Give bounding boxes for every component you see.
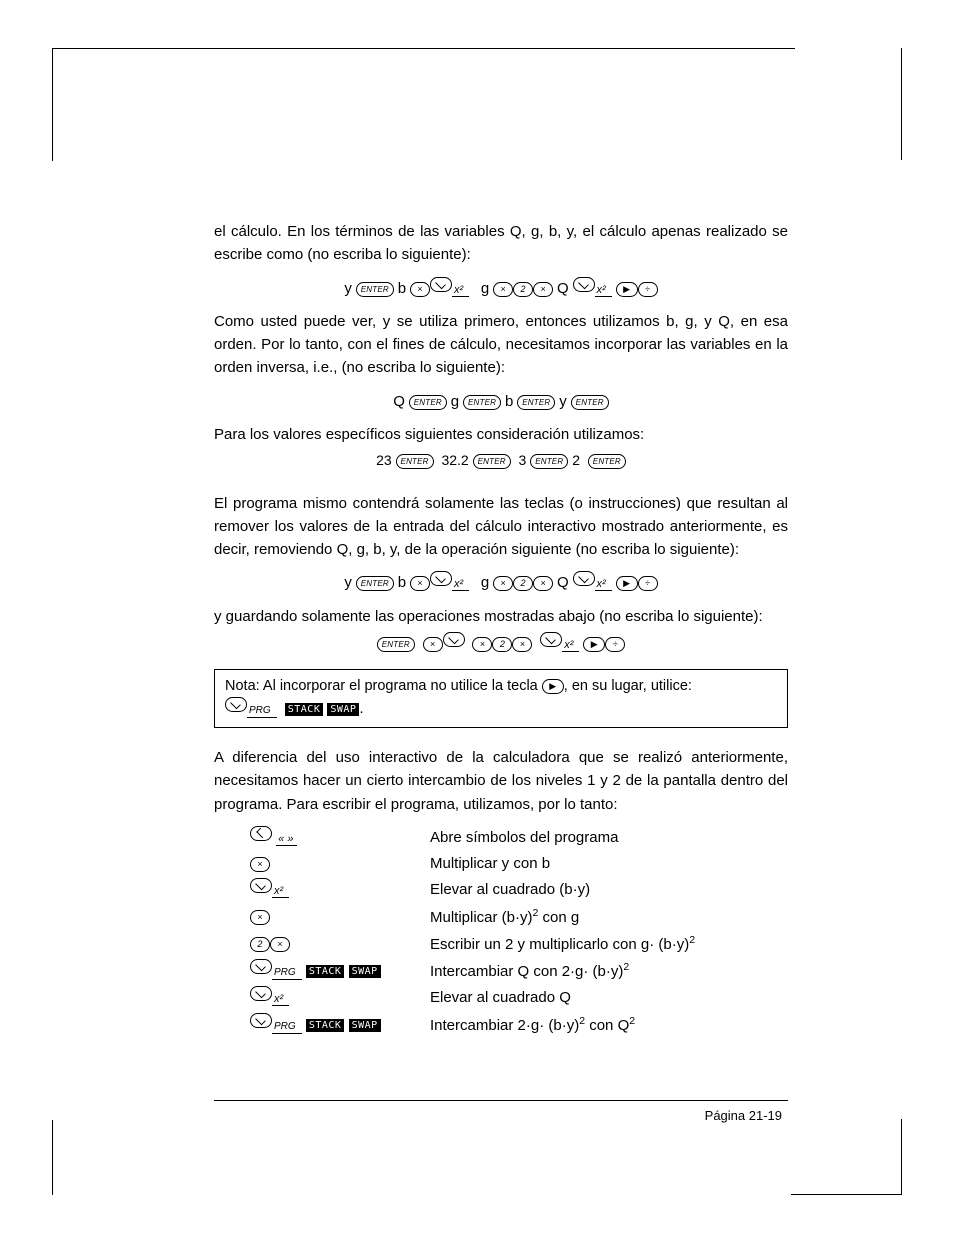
paragraph-5: y guardando solamente las operaciones mo… xyxy=(214,605,788,628)
sequence-3: 23 ENTER 32.2 ENTER 3 ENTER 2 ENTER xyxy=(214,450,788,472)
enter-key-icon: ENTER xyxy=(409,395,447,410)
sequence-5: ENTER × ×2× x² ▶÷ xyxy=(214,632,788,655)
two-key-icon: 2 xyxy=(492,637,512,652)
corner-top-left xyxy=(52,48,795,161)
times-key-icon: × xyxy=(270,937,290,952)
swap-softkey-icon: SWAP xyxy=(349,1019,381,1032)
divide-key-icon: ÷ xyxy=(638,576,658,591)
enter-key-icon: ENTER xyxy=(396,454,434,469)
left-shift-icon xyxy=(430,571,452,586)
swap-key-icon: ▶ xyxy=(616,282,638,297)
left-shift-icon xyxy=(250,878,272,893)
enter-key-icon: ENTER xyxy=(517,395,555,410)
enter-key-icon: ENTER xyxy=(571,395,609,410)
step-row: PRG STACK SWAP xyxy=(250,1013,430,1037)
left-shift-icon xyxy=(250,986,272,1001)
paragraph-1: el cálculo. En los términos de las varia… xyxy=(214,220,788,267)
times-key-icon: × xyxy=(250,857,270,872)
paragraph-3: Para los valores específicos siguientes … xyxy=(214,423,788,446)
step-row: x² xyxy=(250,986,430,1009)
step-row: x² xyxy=(250,878,430,901)
open-program-icon: « » xyxy=(276,833,297,846)
sequence-1: y ENTER b ×x² g ×2× Q x² ▶÷ xyxy=(214,277,788,300)
step-row: × xyxy=(250,852,430,875)
x-squared-icon: x² xyxy=(272,885,289,898)
x-squared-icon: x² xyxy=(452,578,469,591)
times-key-icon: × xyxy=(472,637,492,652)
prg-label-icon: PRG xyxy=(272,967,302,980)
step-row: PRG STACK SWAP xyxy=(250,959,430,983)
times-key-icon: × xyxy=(533,282,553,297)
swap-key-icon: ▶ xyxy=(616,576,638,591)
swap-key-icon: ▶ xyxy=(542,679,564,694)
left-shift-icon xyxy=(540,632,562,647)
two-key-icon: 2 xyxy=(513,282,533,297)
prg-label-icon: PRG xyxy=(247,705,277,718)
times-key-icon: × xyxy=(493,282,513,297)
enter-key-icon: ENTER xyxy=(463,395,501,410)
step-row: « » xyxy=(250,826,430,849)
swap-softkey-icon: SWAP xyxy=(327,703,359,716)
enter-key-icon: ENTER xyxy=(377,637,415,652)
stack-softkey-icon: STACK xyxy=(306,965,345,978)
prg-label-icon: PRG xyxy=(272,1021,302,1034)
left-shift-icon xyxy=(430,277,452,292)
corner-bottom-right xyxy=(791,1119,902,1195)
x-squared-icon: x² xyxy=(595,578,612,591)
times-key-icon: × xyxy=(250,910,270,925)
divide-key-icon: ÷ xyxy=(605,637,625,652)
corner-bottom-left xyxy=(52,1120,54,1195)
corner-top-right xyxy=(900,48,902,160)
footer-rule xyxy=(214,1100,788,1101)
two-key-icon: 2 xyxy=(513,576,533,591)
times-key-icon: × xyxy=(493,576,513,591)
left-shift-icon xyxy=(250,1013,272,1028)
sequence-4: y ENTER b ×x² g ×2× Q x² ▶÷ xyxy=(214,571,788,594)
left-shift-icon xyxy=(225,697,247,712)
times-key-icon: × xyxy=(512,637,532,652)
swap-softkey-icon: SWAP xyxy=(349,965,381,978)
paragraph-6: A diferencia del uso interactivo de la c… xyxy=(214,746,788,816)
left-shift-icon xyxy=(573,277,595,292)
times-key-icon: × xyxy=(423,637,443,652)
enter-key-icon: ENTER xyxy=(473,454,511,469)
note-box: Nota: Al incorporar el programa no utili… xyxy=(214,669,788,729)
sequence-2: Q ENTER g ENTER b ENTER y ENTER xyxy=(214,390,788,413)
left-shift-icon xyxy=(443,632,465,647)
step-row: 2× xyxy=(250,932,430,956)
swap-key-icon: ▶ xyxy=(583,637,605,652)
x-squared-icon: x² xyxy=(272,993,289,1006)
page-number: Página 21-19 xyxy=(705,1108,782,1123)
enter-key-icon: ENTER xyxy=(356,282,394,297)
times-key-icon: × xyxy=(410,282,430,297)
divide-key-icon: ÷ xyxy=(638,282,658,297)
body-content: el cálculo. En los términos de las varia… xyxy=(214,220,788,1037)
times-key-icon: × xyxy=(533,576,553,591)
enter-key-icon: ENTER xyxy=(356,576,394,591)
left-shift-icon xyxy=(573,571,595,586)
enter-key-icon: ENTER xyxy=(588,454,626,469)
stack-softkey-icon: STACK xyxy=(285,703,324,716)
steps-table: « » Abre símbolos del programa × Multipl… xyxy=(250,826,788,1037)
enter-key-icon: ENTER xyxy=(530,454,568,469)
times-key-icon: × xyxy=(410,576,430,591)
paragraph-2: Como usted puede ver, y se utiliza prime… xyxy=(214,310,788,380)
x-squared-icon: x² xyxy=(562,639,579,652)
paragraph-4: El programa mismo contendrá solamente la… xyxy=(214,492,788,562)
two-key-icon: 2 xyxy=(250,937,270,952)
x-squared-icon: x² xyxy=(452,284,469,297)
x-squared-icon: x² xyxy=(595,284,612,297)
left-shift-icon xyxy=(250,959,272,974)
stack-softkey-icon: STACK xyxy=(306,1019,345,1032)
right-shift-icon xyxy=(250,826,272,841)
step-row: × xyxy=(250,905,430,929)
